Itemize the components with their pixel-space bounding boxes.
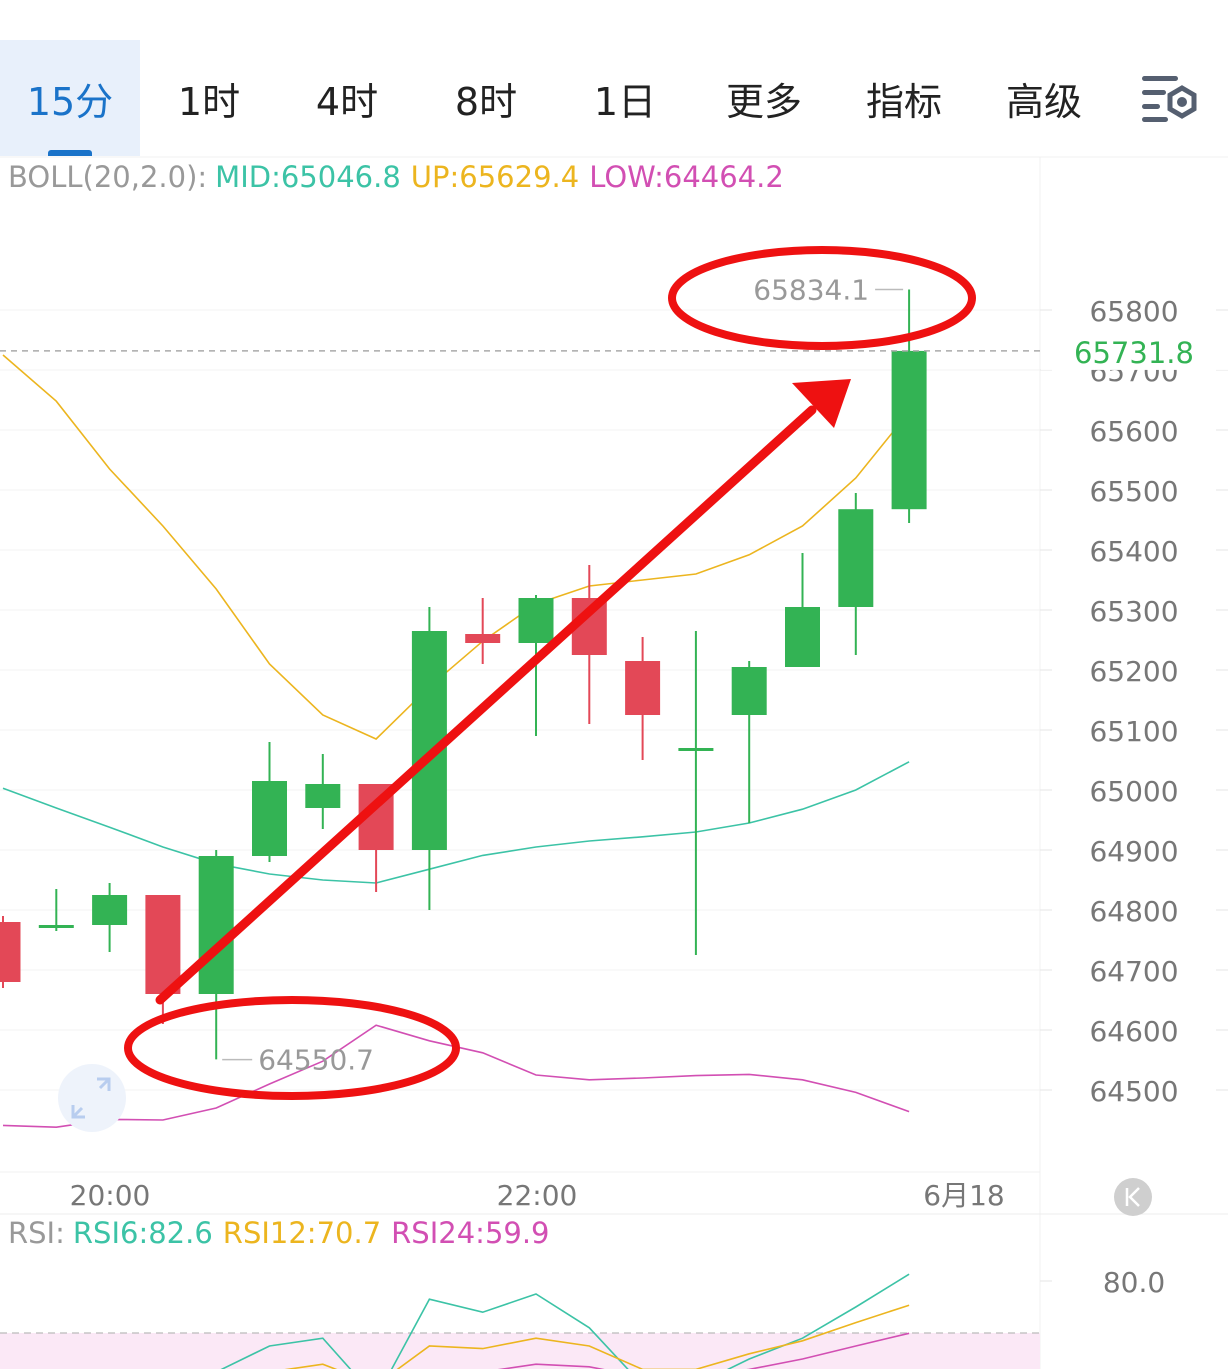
boll-low-value: LOW:64464.2 [589,160,784,194]
rsi6-line [220,1273,910,1369]
time-axis-label: 20:00 [70,1179,151,1212]
candle-body [891,350,927,510]
boll-indicator-legend: BOLL(20,2.0): MID:65046.8 UP:65629.4 LOW:64… [8,160,784,194]
price-tick-label: 64700 [1089,955,1178,988]
candle-body [92,895,128,925]
tab-2[interactable]: 4时 [278,40,416,156]
candle-body [465,634,501,643]
tab-label: 高级 [1005,79,1082,124]
annotation-arrow-head [792,379,851,428]
boll-mid-value: MID:65046.8 [215,160,401,194]
time-axis-label: 6月18 [923,1179,1004,1212]
candle-body [198,856,234,994]
price-tick-label: 65300 [1089,595,1178,628]
boll-up-value: UP:65629.4 [410,160,580,194]
rsi12-value: RSI12:70.7 [222,1216,382,1250]
tab-6[interactable]: 指标 [834,40,974,156]
rsi24-line [497,1332,910,1369]
rsi-overbought-zone [0,1333,1040,1369]
candle-body [252,781,287,856]
price-tick-label: 65400 [1089,535,1178,568]
price-tick-label: 64900 [1089,835,1178,868]
candle-body [518,598,554,643]
price-tick-label: 65100 [1089,715,1178,748]
time-axis-label: 22:00 [497,1179,578,1212]
tab-label: 指标 [865,79,942,124]
candle-body [0,922,21,982]
skip-back-icon [1125,1187,1140,1207]
rsi-label: RSI: [8,1216,65,1250]
tab-label: 1时 [177,79,241,124]
boll-label: BOLL(20,2.0): [8,160,208,194]
tab-0[interactable]: 15分 [0,40,140,156]
annotation-high-ellipse [668,246,976,350]
scroll-to-latest-button[interactable] [1114,1178,1152,1216]
expand-icon [71,1077,111,1119]
price-tick-label: 64800 [1089,895,1178,928]
rsi12-line [284,1304,910,1369]
last-price-label: 65731.8 [1074,336,1194,370]
candle-body [145,895,181,994]
tab-7[interactable]: 高级 [974,40,1114,156]
tab-4[interactable]: 1日 [556,40,694,156]
chart-settings-icon[interactable] [1138,70,1202,130]
price-tick-label: 65800 [1089,295,1178,328]
tab-label: 4时 [315,79,379,124]
tab-1[interactable]: 1时 [140,40,278,156]
rsi-indicator-legend: RSI: RSI6:82.6 RSI12:70.7 RSI24:59.9 [8,1216,550,1250]
rsi-lines-group [220,1273,910,1369]
tab-label: 15分 [26,79,114,124]
candle-body [785,607,820,667]
annotation-low-ellipse [124,996,460,1100]
candle-body [678,748,714,751]
rsi-tick-label: 80.0 [1103,1266,1165,1299]
candle-body [838,509,874,607]
boll-upper-band [2,354,910,740]
active-tab-indicator [48,150,92,156]
price-tick-label: 64500 [1089,1075,1178,1108]
last-price-tag [1041,331,1228,370]
rsi6-value: RSI6:82.6 [72,1216,213,1250]
candle-body [305,784,341,808]
candle-body [38,925,74,928]
tab-label: 8时 [454,79,518,124]
high-price-label: 65834.1 [753,274,869,307]
tab-label: 1日 [593,79,657,124]
price-tick-label: 64600 [1089,1015,1178,1048]
tab-label: 更多 [725,79,802,124]
price-tick-label: 65000 [1089,775,1178,808]
candle-body [625,661,661,715]
low-price-label: 64550.7 [258,1044,374,1077]
candle-body [731,667,767,715]
rsi24-value: RSI24:59.9 [391,1216,550,1250]
price-tick-label: 65200 [1089,655,1178,688]
price-tick-label: 65500 [1089,475,1178,508]
boll-mid-band [2,761,910,884]
tab-3[interactable]: 8时 [416,40,556,156]
tab-5[interactable]: 更多 [694,40,834,156]
timeframe-tab-bar: 15分 1时 4时 8时 1日 更多 指标 高级 [0,40,1228,156]
price-tick-label: 65600 [1089,415,1178,448]
annotation-arrow-shaft [155,405,817,1005]
fullscreen-button[interactable] [58,1064,126,1132]
